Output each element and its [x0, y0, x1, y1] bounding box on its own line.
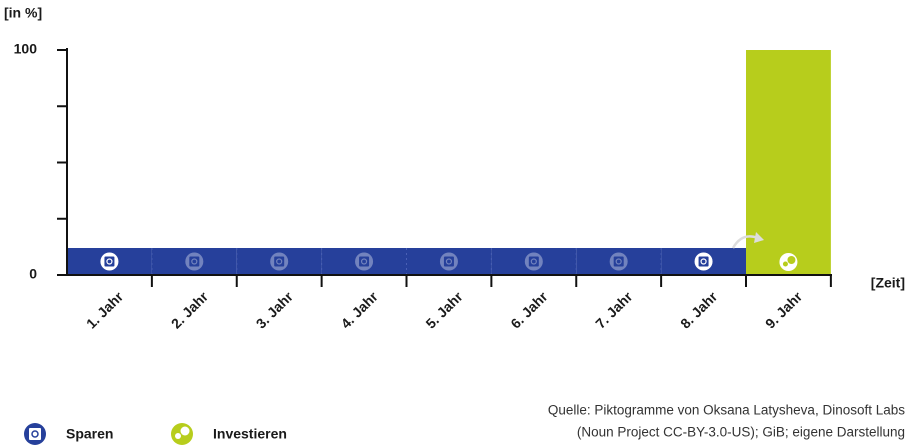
icon-bg — [355, 252, 374, 271]
icon-dial — [191, 258, 198, 265]
bar — [406, 248, 492, 275]
icon-safe — [698, 256, 709, 267]
icon — [609, 252, 628, 271]
legend-label: Sparen — [66, 426, 113, 442]
icon — [439, 252, 458, 271]
icon-safe — [528, 256, 539, 267]
icon-safe — [29, 428, 41, 440]
icon — [100, 252, 119, 271]
icon — [270, 252, 289, 271]
source: Quelle: Piktogramme von Oksana Latysheva… — [548, 403, 905, 418]
x-tick-label: 2. Jahr — [168, 288, 212, 332]
icon — [185, 252, 204, 271]
icon-safe — [443, 256, 454, 267]
icon-safe — [274, 256, 285, 267]
x-tick-label: 1. Jahr — [83, 288, 127, 332]
icon-dial — [31, 430, 39, 438]
icon — [524, 252, 543, 271]
bar — [151, 248, 237, 275]
icon-safe — [104, 256, 115, 267]
icon — [779, 253, 798, 271]
bar — [321, 248, 407, 275]
legend-icon — [171, 423, 193, 445]
icon-dial — [700, 258, 707, 265]
bar — [576, 248, 662, 275]
x-tick-label: 3. Jahr — [253, 288, 297, 332]
legend-label: Investieren — [213, 426, 287, 442]
y-tick-label: 0 — [29, 266, 37, 282]
icon-bg — [609, 252, 628, 271]
y-tick-label: 100 — [14, 41, 38, 57]
bar — [236, 248, 322, 275]
legend-icon — [24, 423, 46, 445]
icon-dial — [360, 258, 368, 265]
source: (Noun Project CC-BY-3.0-US); GiB; eigene… — [577, 425, 905, 440]
icon-head — [175, 433, 181, 439]
x-axis-label: [Zeit] — [871, 275, 905, 291]
icon-head — [782, 261, 788, 267]
icon-bg — [270, 252, 289, 271]
icon-bg — [524, 252, 543, 271]
icon-safe — [613, 256, 624, 267]
x-tick-label: 9. Jahr — [762, 288, 806, 332]
arrow-head — [754, 232, 764, 243]
x-tick-label: 6. Jahr — [507, 288, 551, 332]
icon-safe — [189, 256, 200, 267]
icon-safe — [359, 256, 370, 267]
icon-dial — [445, 258, 453, 265]
x-tick-label: 7. Jahr — [592, 288, 636, 332]
icon — [694, 252, 713, 271]
x-tick-label: 4. Jahr — [338, 288, 382, 332]
icon-dial — [615, 258, 622, 265]
icon-dial — [106, 258, 113, 265]
x-tick-label: 8. Jahr — [677, 288, 721, 332]
icon-bg — [185, 252, 204, 271]
icon-coin — [180, 426, 190, 436]
icon-bg — [439, 252, 458, 271]
icon-dial — [276, 258, 283, 265]
bar — [491, 248, 577, 275]
icon — [355, 252, 374, 271]
icon-dial — [530, 258, 537, 265]
icon-coin — [787, 256, 796, 264]
y-axis-label: [in %] — [4, 5, 42, 21]
x-tick-label: 5. Jahr — [422, 288, 466, 332]
